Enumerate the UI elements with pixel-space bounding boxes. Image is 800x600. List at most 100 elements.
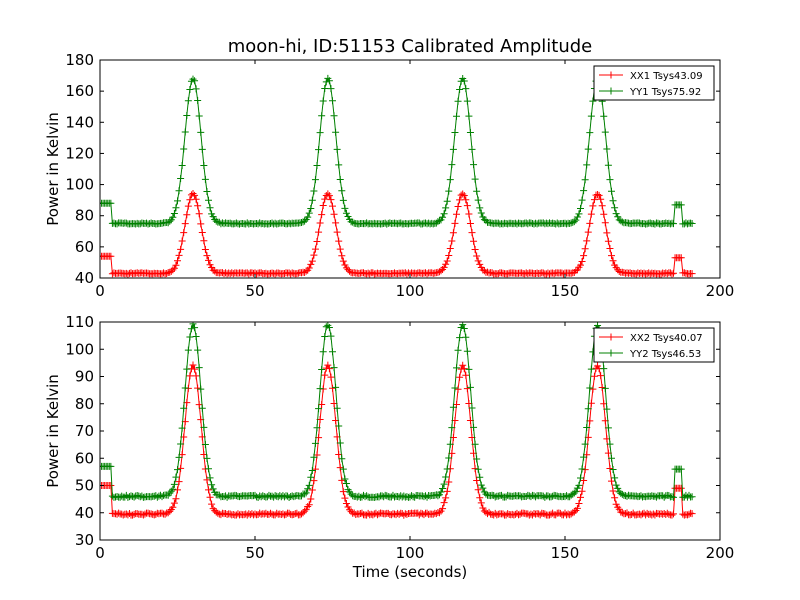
data-point: [435, 217, 443, 225]
data-point: [589, 385, 597, 393]
data-point: [268, 510, 276, 518]
data-point: [663, 509, 671, 517]
data-point: [459, 361, 467, 369]
data-point: [577, 205, 584, 213]
data-point: [189, 75, 197, 83]
data-point: [305, 264, 313, 272]
data-point: [208, 481, 216, 489]
data-point: [583, 237, 591, 245]
chart-title: moon-hi, ID:51153 Calibrated Amplitude: [228, 36, 593, 57]
data-point: [609, 197, 617, 205]
data-point: [566, 220, 574, 228]
data-point: [325, 77, 333, 85]
data-point: [453, 364, 460, 372]
data-point: [389, 491, 397, 499]
legend-marker: [607, 333, 615, 341]
legend-label: YY2 Tsys46.53: [629, 349, 701, 360]
data-point: [604, 237, 612, 245]
data-point: [494, 492, 502, 500]
data-point: [195, 112, 203, 120]
data-point: [198, 404, 206, 412]
data-point: [570, 489, 578, 497]
data-point: [400, 492, 408, 500]
x-tick-label: 200: [706, 282, 735, 300]
data-point: [598, 383, 606, 391]
data-point: [338, 455, 346, 463]
data-point: [170, 209, 178, 217]
data-point: [325, 365, 333, 373]
data-point: [181, 220, 189, 228]
data-point: [124, 493, 132, 501]
y-axis-label: Power in Kelvin: [44, 112, 62, 226]
data-point: [325, 192, 333, 200]
data-point: [570, 508, 578, 516]
data-point: [515, 511, 522, 519]
data-point: [567, 510, 575, 518]
data-point: [333, 404, 341, 412]
data-point: [446, 245, 454, 253]
data-point: [191, 324, 199, 332]
data-point: [443, 465, 451, 473]
data-point: [584, 228, 592, 236]
x-tick-label: 200: [706, 544, 735, 562]
data-point: [169, 485, 177, 493]
data-point: [442, 204, 450, 212]
data-point: [170, 499, 178, 507]
y-tick-label: 110: [65, 313, 94, 331]
data-point: [293, 509, 301, 517]
data-point: [263, 493, 271, 501]
data-point: [577, 493, 584, 501]
data-point: [445, 251, 453, 259]
data-point: [311, 245, 319, 253]
data-point: [234, 510, 242, 518]
data-point: [583, 424, 591, 432]
data-point: [217, 511, 225, 519]
data-point: [578, 196, 586, 204]
data-point: [305, 501, 313, 509]
data-point: [442, 494, 450, 502]
data-point: [451, 384, 459, 392]
data-point: [470, 161, 478, 169]
data-point: [609, 487, 617, 495]
data-point: [685, 491, 693, 499]
data-point: [113, 220, 121, 228]
data-point: [319, 348, 327, 356]
data-point: [449, 145, 457, 153]
data-point: [172, 261, 180, 269]
data-point: [453, 112, 460, 120]
data-point: [578, 487, 586, 495]
data-point: [476, 260, 484, 268]
data-point: [304, 485, 312, 493]
data-point: [240, 511, 248, 519]
data-point: [363, 219, 371, 227]
data-point: [550, 270, 558, 278]
data-point: [573, 213, 581, 221]
data-point: [456, 373, 464, 381]
data-point: [178, 424, 186, 432]
data-point: [333, 228, 341, 236]
data-point: [164, 509, 172, 517]
data-point: [194, 346, 202, 354]
data-point: [456, 85, 464, 93]
data-point: [280, 493, 288, 501]
data-point: [212, 217, 220, 225]
data-point: [327, 332, 335, 340]
series-markers-yy1: [100, 74, 696, 228]
data-point: [302, 267, 310, 275]
data-point: [229, 511, 237, 519]
data-point: [175, 453, 183, 461]
data-point: [172, 204, 180, 212]
data-point: [338, 476, 346, 484]
data-point: [597, 195, 605, 203]
data-point: [572, 216, 580, 224]
data-point: [528, 511, 536, 519]
data-point: [606, 244, 614, 252]
data-point: [311, 439, 319, 447]
data-point: [226, 510, 234, 518]
series-markers-xx2: [100, 361, 696, 519]
x-tick-label: 100: [396, 544, 425, 562]
data-point: [364, 509, 372, 517]
data-point: [604, 424, 612, 432]
data-point: [688, 493, 696, 501]
data-point: [209, 485, 217, 493]
